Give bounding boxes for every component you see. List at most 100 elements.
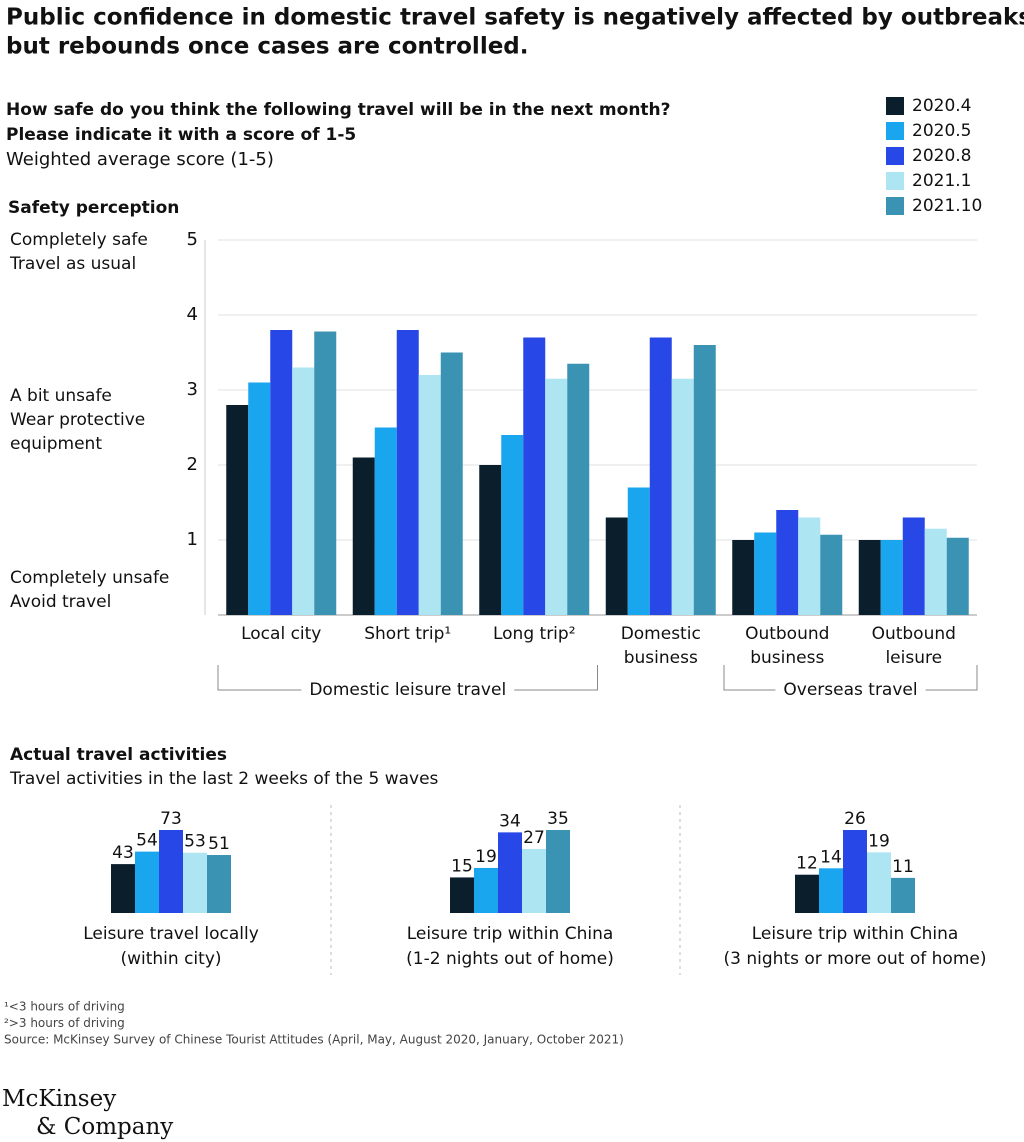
group-label: Overseas travel	[783, 680, 917, 700]
value-label: 27	[523, 828, 545, 848]
value-label: 53	[184, 832, 206, 852]
footnote: Source: McKinsey Survey of Chinese Touri…	[4, 1033, 624, 1047]
bar	[374, 427, 397, 615]
value-label: 14	[820, 847, 842, 867]
bar	[135, 851, 159, 913]
value-label: 43	[112, 843, 134, 863]
bar	[501, 435, 524, 615]
bar	[450, 877, 474, 913]
group-label: Domestic leisure travel	[309, 680, 506, 700]
bar	[776, 510, 799, 615]
bar	[248, 382, 271, 615]
bar	[858, 540, 881, 615]
value-label: 19	[868, 831, 890, 851]
legend-label: 2020.4	[912, 96, 971, 116]
bar	[314, 331, 337, 615]
legend-label: 2021.10	[912, 196, 982, 216]
x-tick-label: Short trip¹	[364, 624, 452, 644]
bar	[605, 517, 628, 615]
y-annotation: Wear protective	[10, 410, 145, 430]
legend-swatch	[886, 97, 904, 115]
bar	[754, 532, 777, 615]
group-bracket	[217, 665, 598, 691]
page-title: but rebounds once cases are controlled.	[6, 34, 529, 60]
chart-title: Leisure trip within China	[407, 924, 614, 944]
y-tick-label: 5	[187, 229, 198, 250]
legend-swatch	[886, 197, 904, 215]
value-label: 73	[160, 809, 182, 829]
y-tick-label: 1	[187, 529, 198, 550]
bar	[924, 528, 947, 615]
logo: McKinsey	[2, 1086, 116, 1112]
bar	[522, 848, 546, 913]
chart-title: (within city)	[120, 949, 221, 969]
y-annotation: Travel as usual	[9, 254, 136, 274]
value-label: 34	[499, 811, 521, 831]
bar	[352, 457, 375, 615]
bar	[867, 852, 891, 913]
bar	[474, 867, 498, 913]
bar	[819, 868, 843, 913]
logo: & Company	[36, 1114, 173, 1140]
bar	[627, 487, 650, 615]
legend-label: 2021.1	[912, 171, 971, 191]
bar	[523, 337, 546, 615]
x-tick-label: Long trip²	[492, 624, 576, 644]
bar	[226, 405, 249, 615]
legend-swatch	[886, 172, 904, 190]
footnote: ¹<3 hours of driving	[4, 1000, 125, 1014]
value-label: 51	[208, 834, 230, 854]
bar	[498, 832, 522, 913]
page-title: Public confidence in domestic travel saf…	[6, 5, 1024, 31]
bar	[207, 855, 231, 913]
bar	[396, 330, 419, 615]
chart-title: (3 nights or more out of home)	[724, 949, 987, 969]
group-bracket	[723, 665, 978, 691]
bar	[798, 517, 821, 615]
x-tick-label: Outbound leisure	[871, 624, 956, 668]
legend-label: 2020.5	[912, 121, 971, 141]
bar	[843, 830, 867, 913]
y-axis-label: Safety perception	[8, 198, 179, 218]
y-annotation: Completely unsafe	[10, 568, 169, 588]
bar	[891, 877, 915, 913]
chart-title: Please indicate it with a score of 1-5	[6, 125, 356, 145]
bar	[732, 540, 755, 615]
bar	[795, 874, 819, 913]
bar	[545, 378, 568, 615]
bar	[111, 864, 135, 913]
y-annotation: Completely safe	[10, 230, 148, 250]
legend-swatch	[886, 122, 904, 140]
value-label: 15	[451, 856, 473, 876]
value-label: 12	[796, 854, 818, 874]
chart-title: (1-2 nights out of home)	[406, 949, 614, 969]
bar	[649, 337, 672, 615]
value-label: 54	[136, 831, 158, 851]
bar	[546, 830, 570, 913]
x-tick-label: Domestic business	[620, 624, 701, 668]
x-tick-label: Local city	[241, 624, 322, 644]
bar	[479, 465, 502, 615]
bar	[693, 345, 716, 615]
bar	[671, 378, 694, 615]
legend-label: 2020.8	[912, 146, 971, 166]
value-label: 35	[547, 809, 569, 829]
legend-swatch	[886, 147, 904, 165]
bar	[946, 537, 969, 615]
bar	[270, 330, 293, 615]
bar	[820, 534, 843, 615]
bar	[183, 852, 207, 913]
footnote: ²>3 hours of driving	[4, 1016, 125, 1030]
bar	[440, 352, 463, 615]
section-subtitle: Travel activities in the last 2 weeks of…	[9, 769, 439, 789]
section-title: Actual travel activities	[10, 745, 227, 765]
bar	[418, 375, 441, 615]
bar	[902, 517, 925, 615]
bar	[159, 830, 183, 913]
y-annotation: A bit unsafe	[10, 386, 112, 406]
y-tick-label: 3	[187, 379, 198, 400]
bar	[567, 363, 590, 615]
y-tick-label: 2	[187, 454, 198, 475]
